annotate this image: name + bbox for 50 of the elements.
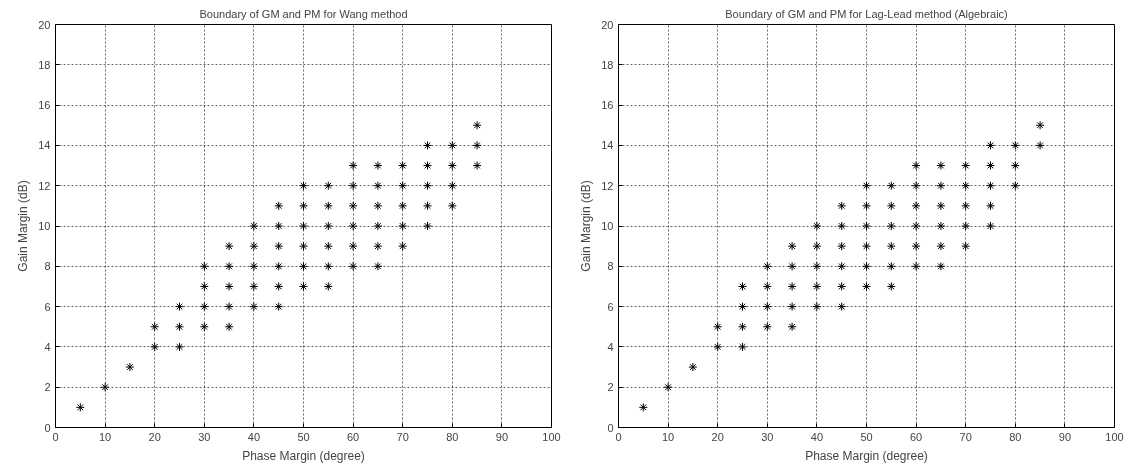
y-tick-label: 8 xyxy=(607,260,614,273)
y-tick-label: 16 xyxy=(601,99,614,112)
y-tick-label: 6 xyxy=(607,300,614,313)
x-tick-label: 80 xyxy=(446,430,459,443)
y-tick-label: 4 xyxy=(44,340,51,353)
chart-title: Boundary of GM and PM for Wang method xyxy=(199,7,408,20)
x-tick-label: 100 xyxy=(542,430,561,443)
x-axis-title: Phase Margin (degree) xyxy=(242,448,365,463)
x-tick-label: 0 xyxy=(615,430,622,443)
y-axis-title: Gain Margin (dB) xyxy=(16,180,31,272)
y-tick-label: 8 xyxy=(44,260,51,273)
y-tick-label: 12 xyxy=(601,179,614,192)
x-tick-label: 10 xyxy=(98,430,112,443)
y-tick-label: 14 xyxy=(601,139,614,152)
y-tick-label: 10 xyxy=(601,220,614,232)
x-tick-label: 30 xyxy=(198,430,211,443)
y-tick-label: 2 xyxy=(44,381,51,394)
x-tick-label: 90 xyxy=(495,430,509,443)
x-tick-label: 0 xyxy=(52,430,59,443)
x-tick-label: 90 xyxy=(1058,430,1072,443)
x-tick-label: 20 xyxy=(711,430,724,443)
y-tick-label: 2 xyxy=(607,381,614,394)
x-tick-label: 60 xyxy=(909,430,923,443)
x-tick-label: 40 xyxy=(247,430,261,443)
y-tick-label: 16 xyxy=(38,99,51,112)
y-tick-label: 12 xyxy=(38,179,51,192)
x-tick-label: 40 xyxy=(810,430,824,443)
x-tick-label: 70 xyxy=(959,430,972,443)
y-tick-label: 18 xyxy=(38,58,51,71)
x-tick-label: 70 xyxy=(396,430,409,443)
y-tick-label: 0 xyxy=(607,421,614,434)
x-tick-label: 80 xyxy=(1009,430,1022,443)
x-tick-label: 60 xyxy=(346,430,360,443)
y-tick-label: 20 xyxy=(601,18,614,31)
x-tick-label: 10 xyxy=(661,430,675,443)
chart-title: Boundary of GM and PM for Lag-Lead method (Algebraic) xyxy=(725,7,1008,20)
y-tick-label: 0 xyxy=(44,421,51,434)
y-tick-label: 20 xyxy=(38,18,51,31)
y-tick-label: 6 xyxy=(44,300,51,313)
x-tick-label: 20 xyxy=(148,430,161,443)
x-tick-label: 50 xyxy=(860,430,873,443)
y-tick-label: 4 xyxy=(607,340,614,353)
y-tick-label: 18 xyxy=(601,58,614,71)
x-tick-label: 50 xyxy=(297,430,310,443)
y-tick-label: 14 xyxy=(38,139,51,152)
y-axis-title: Gain Margin (dB) xyxy=(579,180,594,272)
x-tick-label: 100 xyxy=(1105,430,1124,443)
y-tick-label: 10 xyxy=(38,220,51,232)
x-axis-title: Phase Margin (degree) xyxy=(805,448,928,463)
x-tick-label: 30 xyxy=(761,430,774,443)
